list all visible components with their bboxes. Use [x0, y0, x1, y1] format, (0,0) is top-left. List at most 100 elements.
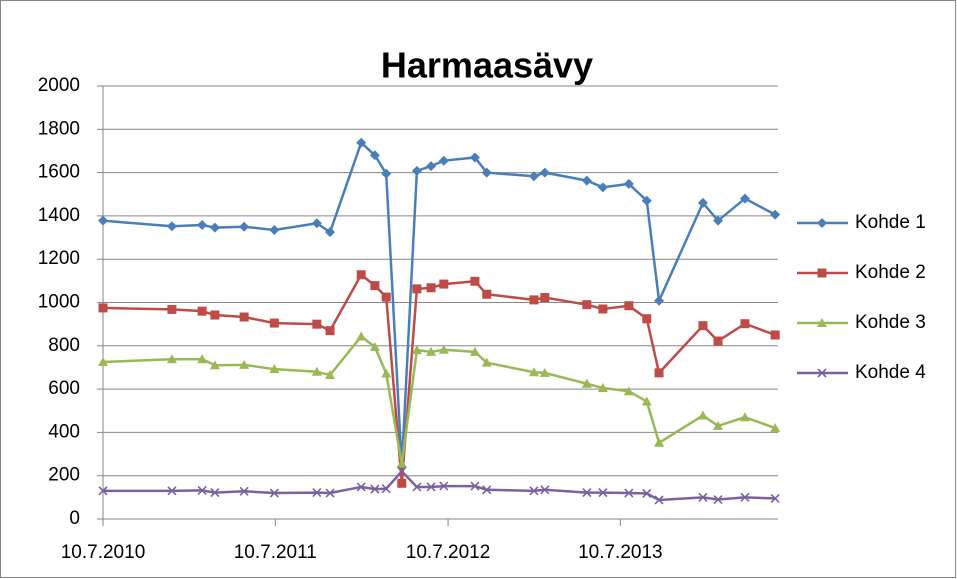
data-point — [770, 330, 780, 340]
y-tick-label: 2000 — [38, 75, 80, 96]
data-point — [325, 488, 335, 498]
series-line — [102, 334, 776, 465]
data-point — [697, 197, 708, 208]
x-tick-label: 10.7.2011 — [234, 542, 317, 563]
data-point — [269, 488, 279, 498]
series-line — [102, 272, 776, 484]
y-tick-label: 400 — [48, 421, 80, 442]
y-tick-label: 600 — [48, 378, 80, 399]
data-point — [439, 279, 449, 289]
legend-label: Kohde 2 — [855, 262, 926, 283]
data-point — [269, 364, 280, 374]
x-tick-label: 10.7.2010 — [61, 542, 146, 563]
data-point — [370, 281, 380, 291]
data-point — [540, 485, 550, 495]
x-tick-label: 10.7.2013 — [578, 542, 663, 563]
data-point — [529, 295, 539, 305]
data-point — [654, 295, 665, 306]
data-point — [624, 488, 634, 498]
data-point — [598, 304, 608, 314]
data-point — [770, 493, 780, 503]
data-point — [197, 485, 207, 495]
data-point — [311, 366, 322, 376]
data-point — [369, 341, 380, 351]
data-point — [623, 386, 634, 396]
data-point — [470, 481, 480, 491]
data-point — [396, 458, 407, 468]
data-point — [356, 331, 367, 341]
data-point — [624, 301, 634, 311]
data-point — [770, 423, 781, 433]
data-point — [528, 171, 539, 182]
legend-marker — [817, 318, 827, 327]
data-point — [269, 318, 279, 328]
data-point — [167, 486, 177, 496]
data-point — [411, 165, 422, 176]
data-point — [98, 215, 108, 226]
x-tick-label: 10.7.2012 — [406, 542, 491, 563]
data-point — [209, 222, 220, 233]
y-tick-label: 1800 — [38, 118, 80, 139]
legend-marker — [817, 368, 827, 378]
data-point — [623, 178, 634, 189]
y-tick-label: 1400 — [38, 205, 80, 226]
data-point — [654, 495, 664, 505]
data-point — [598, 488, 608, 498]
data-point — [166, 221, 177, 232]
data-point — [369, 150, 380, 161]
data-point — [697, 410, 708, 420]
data-point — [469, 346, 480, 356]
data-point — [98, 303, 108, 313]
data-point — [481, 357, 492, 367]
data-point — [739, 412, 750, 422]
data-point — [356, 270, 366, 280]
data-point — [269, 224, 280, 235]
data-point — [426, 346, 437, 356]
data-point — [528, 367, 539, 377]
data-point — [482, 289, 492, 299]
data-point — [713, 420, 724, 430]
data-point — [312, 319, 322, 329]
data-point — [713, 336, 723, 346]
data-point — [698, 492, 708, 502]
data-point — [381, 368, 392, 378]
legend-marker — [817, 268, 827, 278]
data-point — [740, 319, 750, 329]
data-point — [713, 494, 723, 505]
data-point — [210, 488, 220, 498]
y-tick-label: 800 — [48, 335, 80, 356]
series-line — [103, 469, 776, 502]
data-point — [539, 367, 550, 377]
data-point — [581, 175, 592, 186]
data-point — [698, 321, 708, 331]
data-point — [209, 360, 220, 370]
data-point — [381, 484, 391, 494]
data-point — [325, 370, 336, 380]
data-point — [529, 486, 539, 496]
data-point — [426, 283, 436, 293]
data-point — [642, 314, 652, 324]
data-point — [167, 304, 177, 314]
data-point — [411, 345, 422, 355]
data-point — [197, 306, 207, 316]
data-point — [470, 276, 480, 286]
data-point — [597, 383, 608, 393]
chart-title: Harmaasävy — [381, 45, 593, 86]
data-point — [597, 182, 608, 193]
data-point — [770, 209, 781, 220]
y-tick-label: 1000 — [38, 292, 80, 313]
data-point — [739, 193, 750, 204]
data-point — [325, 227, 336, 238]
data-point — [356, 482, 366, 492]
data-point — [239, 486, 249, 496]
data-point — [641, 195, 652, 206]
data-point — [482, 485, 492, 495]
data-point — [469, 152, 480, 163]
data-point — [311, 218, 322, 229]
data-point — [582, 488, 592, 498]
data-point — [438, 155, 449, 166]
data-point — [412, 482, 422, 492]
